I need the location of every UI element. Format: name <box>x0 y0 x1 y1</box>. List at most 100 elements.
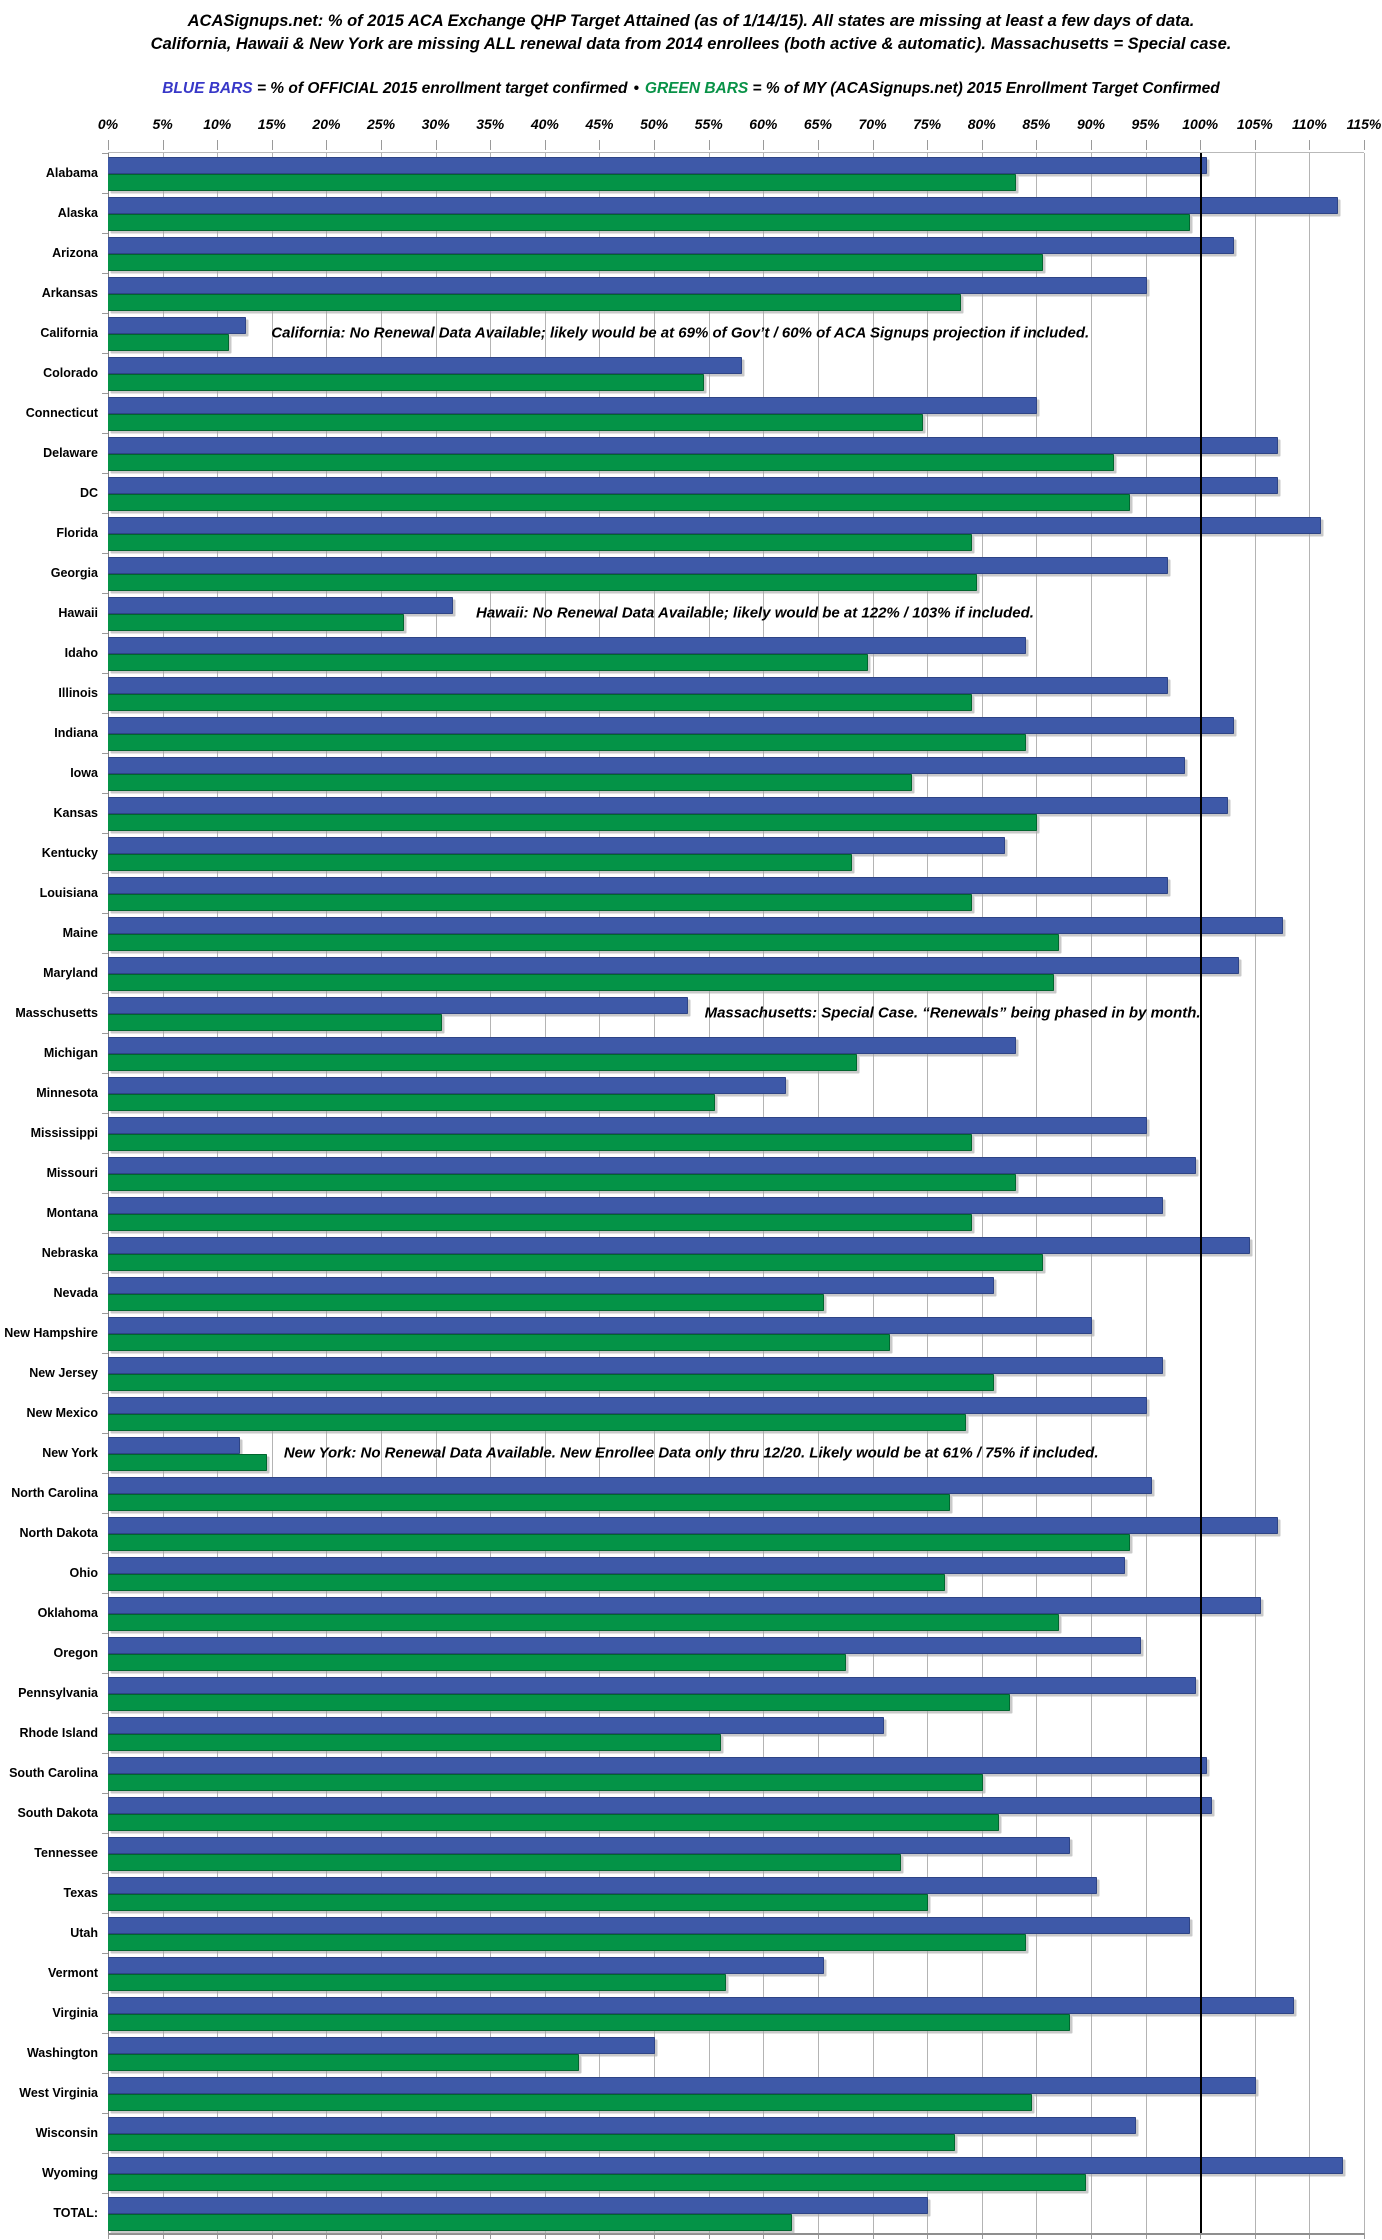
acasignups-target-bar <box>108 734 1027 751</box>
x-axis-top-tick <box>1309 140 1311 150</box>
state-label: Delaware <box>43 446 98 460</box>
x-axis-bottom-tick <box>654 2232 656 2239</box>
x-axis-bottom-tick <box>544 2232 546 2239</box>
x-axis-tick-label: 5% <box>152 116 173 132</box>
acasignups-target-bar <box>108 2054 579 2071</box>
y-axis-row-tick <box>102 1393 108 1394</box>
x-axis-bottom-tick <box>1036 2232 1038 2239</box>
official-target-bar <box>108 2117 1136 2134</box>
state-label: Alabama <box>45 166 98 180</box>
acasignups-target-bar <box>108 214 1191 231</box>
acasignups-target-bar <box>108 1054 858 1071</box>
x-axis-top-tick <box>271 140 273 150</box>
y-axis-row-tick <box>102 753 108 754</box>
y-axis-row-tick <box>102 793 108 794</box>
acasignups-target-bar <box>108 1094 716 1111</box>
y-axis-row-tick <box>102 1033 108 1034</box>
x-axis-tick-label: 105% <box>1236 116 1273 132</box>
y-axis-row-tick <box>102 1233 108 1234</box>
y-axis-row-tick <box>102 673 108 674</box>
chart-row: South Carolina <box>9 1753 1364 1793</box>
official-target-bar <box>108 437 1278 454</box>
gridline <box>435 153 437 2233</box>
acasignups-target-bar <box>108 1374 994 1391</box>
official-target-bar <box>108 877 1169 894</box>
state-label: Vermont <box>47 1966 98 1980</box>
gridline <box>1036 153 1038 2233</box>
x-axis-tick-label: 60% <box>749 116 778 132</box>
acasignups-target-bar <box>108 1414 967 1431</box>
state-label: North Dakota <box>19 1526 98 1540</box>
y-axis-row-tick <box>102 273 108 274</box>
y-axis-row-tick <box>102 1873 108 1874</box>
gridline <box>654 153 656 2233</box>
chart-row: Ohio <box>70 1553 1364 1593</box>
acasignups-target-bar <box>108 1254 1043 1271</box>
x-axis-top-tick <box>217 140 219 150</box>
acasignups-target-bar <box>108 1814 1000 1831</box>
official-target-bar <box>108 1957 825 1974</box>
y-axis-row-tick <box>102 193 108 194</box>
gridline <box>108 153 109 2233</box>
y-axis-row-tick <box>102 713 108 714</box>
x-axis-bottom-tick <box>872 2232 874 2239</box>
gridline <box>872 153 874 2233</box>
state-label: Washington <box>26 2046 98 2060</box>
state-label: New Mexico <box>26 1406 98 1420</box>
x-axis-bottom-tick <box>763 2232 765 2239</box>
official-target-bar <box>108 1077 787 1094</box>
x-axis-tick-label: 75% <box>913 116 942 132</box>
x-axis-tick-label: 90% <box>1076 116 1105 132</box>
y-axis-row-tick <box>102 833 108 834</box>
acasignups-target-bar <box>108 2134 956 2151</box>
x-axis-top-tick <box>435 140 437 150</box>
y-axis-row-tick <box>102 2033 108 2034</box>
y-axis-row-tick <box>102 1113 108 1114</box>
acasignups-target-bar <box>108 614 404 631</box>
state-label: Kentucky <box>41 846 98 860</box>
x-axis-bottom-tick <box>1254 2232 1256 2239</box>
acasignups-target-bar <box>108 1934 1027 1951</box>
chart-row: Indiana <box>54 713 1364 753</box>
acasignups-target-bar <box>108 774 912 791</box>
official-target-bar <box>108 1797 1213 1814</box>
chart-row: Louisiana <box>40 873 1364 913</box>
chart-legend: BLUE BARS = % of OFFICIAL 2015 enrollmen… <box>0 80 1382 98</box>
gridline <box>490 153 492 2233</box>
state-label: Mississippi <box>30 1126 98 1140</box>
chart-row: Connecticut <box>26 393 1364 433</box>
chart-row: Virginia <box>52 1993 1364 2033</box>
state-label: West Virginia <box>19 2086 98 2100</box>
acasignups-target-bar <box>108 454 1114 471</box>
x-axis-top-tick <box>381 140 383 150</box>
x-axis-top-tick <box>708 140 710 150</box>
acasignups-target-bar <box>108 974 1054 991</box>
official-target-bar <box>108 2037 656 2054</box>
official-target-bar <box>108 1677 1196 1694</box>
gridline <box>599 153 601 2233</box>
acasignups-target-bar <box>108 1854 901 1871</box>
gridline <box>544 153 546 2233</box>
y-axis-row-tick <box>102 2193 108 2194</box>
x-axis-bottom-tick <box>817 2232 819 2239</box>
official-target-bar <box>108 237 1234 254</box>
chart-row: Pennsylvania <box>18 1673 1364 1713</box>
gridline <box>326 153 328 2233</box>
x-axis-top-tick <box>162 140 164 150</box>
y-axis-row-tick <box>102 1953 108 1954</box>
y-axis-row-tick <box>102 1193 108 1194</box>
state-label: Texas <box>63 1886 98 1900</box>
x-axis-bottom-tick <box>326 2232 328 2239</box>
x-axis-tick-label: 95% <box>1131 116 1160 132</box>
gridline <box>271 153 273 2233</box>
chart-row: North Dakota <box>20 1513 1364 1553</box>
official-target-bar <box>108 157 1207 174</box>
state-label: Missouri <box>46 1166 98 1180</box>
x-axis-top-tick <box>599 140 601 150</box>
state-label: Virginia <box>52 2006 98 2020</box>
chart-row: Kansas <box>54 793 1364 833</box>
x-axis-bottom-tick <box>981 2232 983 2239</box>
row-annotation: New York: No Renewal Data Available. New… <box>283 1444 1099 1462</box>
chart-row: Michigan <box>44 1033 1364 1073</box>
